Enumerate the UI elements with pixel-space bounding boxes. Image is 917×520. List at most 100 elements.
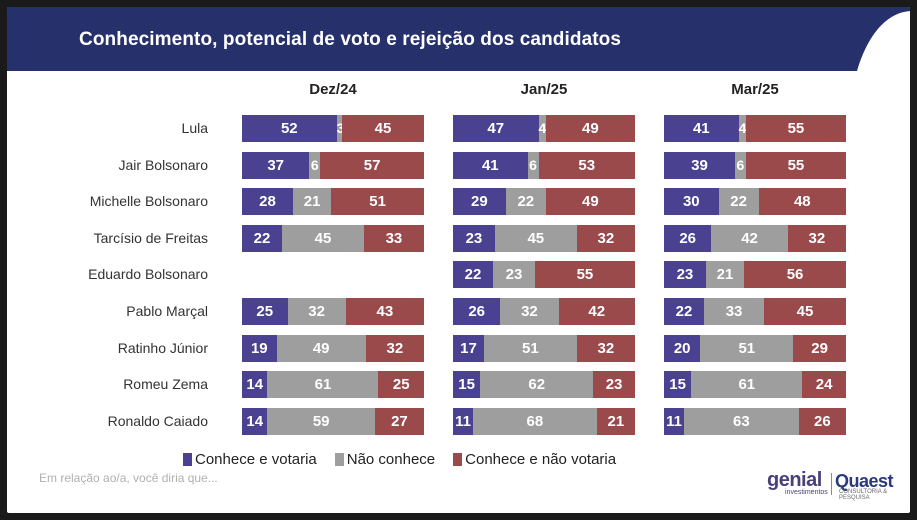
stacked-bar: 14 61 25 (242, 371, 424, 399)
candidate-label: Romeu Zema (123, 376, 208, 393)
bar-segment-nao-votaria: 21 (596, 407, 635, 435)
stacked-bar: 14 59 27 (242, 407, 424, 435)
bar-segment-votaria: 26 (664, 224, 712, 252)
bar-segment-votaria: 22 (664, 298, 705, 325)
stacked-bar: 22 45 33 (242, 224, 424, 252)
bar-segment-nao-conhece: 62 (480, 371, 594, 399)
header-shape (7, 7, 910, 71)
bar-segment-nao-conhece: 61 (691, 371, 803, 399)
bar-segment-nao-conhece: 3 (336, 115, 344, 142)
bar-segment-nao-conhece: 45 (494, 224, 577, 252)
bar-segment-nao-votaria: 51 (331, 188, 424, 216)
bar-segment-nao-votaria: 48 (758, 188, 846, 216)
bar-segment-votaria: 29 (453, 188, 506, 216)
stacked-bar: 22 23 55 (453, 261, 635, 289)
bar-segment-votaria: 30 (664, 188, 719, 216)
bar-segment-nao-conhece: 51 (700, 334, 794, 362)
bar-segment-nao-conhece: 42 (711, 224, 788, 252)
bar-segment-nao-conhece: 6 (309, 151, 321, 179)
candidate-label: Eduardo Bolsonaro (88, 266, 208, 283)
bar-segment-nao-conhece: 61 (267, 371, 379, 399)
stacked-bar: 52 3 45 (242, 115, 424, 142)
bar-segment-nao-votaria: 24 (802, 371, 846, 399)
bar-segment-nao-conhece: 68 (473, 407, 597, 435)
bar-segment-nao-votaria: 53 (538, 151, 635, 179)
bar-segment-nao-conhece: 6 (734, 151, 746, 179)
candidate-label: Pablo Marçal (126, 303, 208, 319)
bar-segment-nao-votaria: 33 (363, 224, 424, 252)
chart-title: Conhecimento, potencial de voto e rejeiç… (79, 29, 622, 50)
stacked-bar: 39 6 55 (664, 151, 846, 179)
bar-segment-votaria: 20 (664, 334, 701, 362)
stacked-bar: 29 22 49 (453, 188, 635, 216)
bar-segment-votaria: 19 (242, 334, 277, 362)
stacked-bar: 47 4 49 (453, 115, 635, 142)
bar-segment-nao-votaria: 32 (787, 224, 846, 252)
header-banner: Conhecimento, potencial de voto e rejeiç… (7, 7, 910, 75)
legend-swatch-votaria (183, 453, 192, 466)
bar-segment-nao-conhece: 59 (267, 407, 375, 435)
bar-segment-nao-conhece: 21 (705, 261, 745, 289)
stacked-bar: 15 62 23 (453, 371, 635, 399)
bar-segment-nao-conhece: 22 (505, 188, 546, 216)
candidate-label: Lula (181, 120, 208, 136)
bar-segment-votaria: 23 (453, 224, 495, 252)
logo-separator (831, 473, 832, 495)
bar-segment-votaria: 41 (664, 115, 739, 142)
bar-segment-nao-conhece: 32 (500, 298, 559, 325)
bar-segment-nao-votaria: 27 (374, 407, 424, 435)
stacked-bar: 23 21 56 (664, 261, 846, 289)
bar-segment-nao-votaria: 57 (320, 151, 424, 179)
legend-label-nao-conhece: Não conhece (346, 451, 436, 468)
bar-segment-nao-votaria: 26 (798, 407, 846, 435)
legend-item-nao-conhece: Não conhece (334, 451, 436, 468)
chart-frame: Conhecimento, potencial de voto e rejeiç… (7, 7, 910, 513)
bar-segment-nao-votaria: 45 (342, 115, 424, 142)
bar-segment-votaria: 28 (242, 188, 293, 216)
bar-segment-votaria: 14 (242, 371, 268, 399)
bar-segment-nao-votaria: 32 (576, 224, 635, 252)
bar-segment-votaria: 23 (664, 261, 706, 289)
bar-segment-votaria: 39 (664, 151, 735, 179)
legend-swatch-nao-conhece (334, 453, 344, 466)
bar-segment-nao-votaria: 25 (378, 371, 424, 399)
bar-segment-votaria: 17 (453, 334, 484, 362)
bar-segment-votaria: 52 (242, 115, 337, 142)
stacked-bar: 20 51 29 (664, 334, 846, 362)
stacked-bar: 26 32 42 (453, 298, 635, 325)
bar-segment-nao-conhece: 32 (287, 298, 346, 325)
bar-segment-votaria: 15 (664, 371, 692, 399)
bar-segment-nao-conhece: 22 (718, 188, 759, 216)
bar-segment-nao-votaria: 45 (764, 298, 846, 325)
bar-segment-nao-conhece: 49 (276, 334, 366, 362)
bar-segment-votaria: 22 (242, 224, 283, 252)
legend: Conhece e votaria Não conhece Conhece e … (183, 451, 616, 468)
bar-segment-nao-votaria: 55 (745, 115, 846, 142)
bar-segment-nao-votaria: 43 (345, 298, 424, 325)
bar-segment-votaria: 11 (453, 407, 474, 435)
bar-segment-nao-conhece: 23 (493, 261, 535, 289)
bar-segment-nao-conhece: 4 (538, 115, 546, 142)
bar-segment-nao-conhece: 51 (483, 334, 577, 362)
bar-segment-votaria: 26 (453, 298, 501, 325)
genial-logo: genial (767, 469, 822, 491)
bar-segment-nao-votaria: 55 (534, 261, 635, 289)
stacked-bar: 23 45 32 (453, 224, 635, 252)
stacked-bar: 11 63 26 (664, 407, 846, 435)
footnote: Em relação ao/a, você diria que... (39, 471, 218, 485)
bar-segment-nao-conhece: 6 (527, 151, 539, 179)
bar-segment-votaria: 15 (453, 371, 481, 399)
bar-segment-nao-votaria: 32 (365, 334, 424, 362)
stacked-bar: 41 4 55 (664, 115, 846, 142)
bar-segment-votaria: 22 (453, 261, 494, 289)
legend-label-votaria: Conhece e votaria (195, 451, 317, 468)
candidate-label: Ronaldo Caiado (107, 412, 208, 429)
bar-segment-nao-votaria: 29 (793, 334, 846, 362)
candidate-label: Jair Bolsonaro (118, 156, 209, 173)
bar-segment-nao-votaria: 32 (576, 334, 635, 362)
legend-item-votaria: Conhece e votaria (183, 451, 317, 468)
period-header-1: Jan/25 (520, 81, 568, 98)
bar-segment-nao-votaria: 23 (593, 371, 635, 399)
bar-segment-votaria: 41 (453, 151, 528, 179)
stacked-bar: 17 51 32 (453, 334, 635, 362)
